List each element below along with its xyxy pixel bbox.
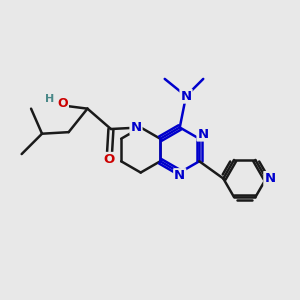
- Text: N: N: [174, 169, 185, 182]
- Text: H: H: [45, 94, 55, 103]
- Text: N: N: [197, 128, 208, 140]
- Text: O: O: [57, 98, 68, 110]
- Text: N: N: [130, 121, 142, 134]
- Text: N: N: [181, 90, 192, 103]
- Text: O: O: [104, 153, 115, 166]
- Text: N: N: [264, 172, 275, 185]
